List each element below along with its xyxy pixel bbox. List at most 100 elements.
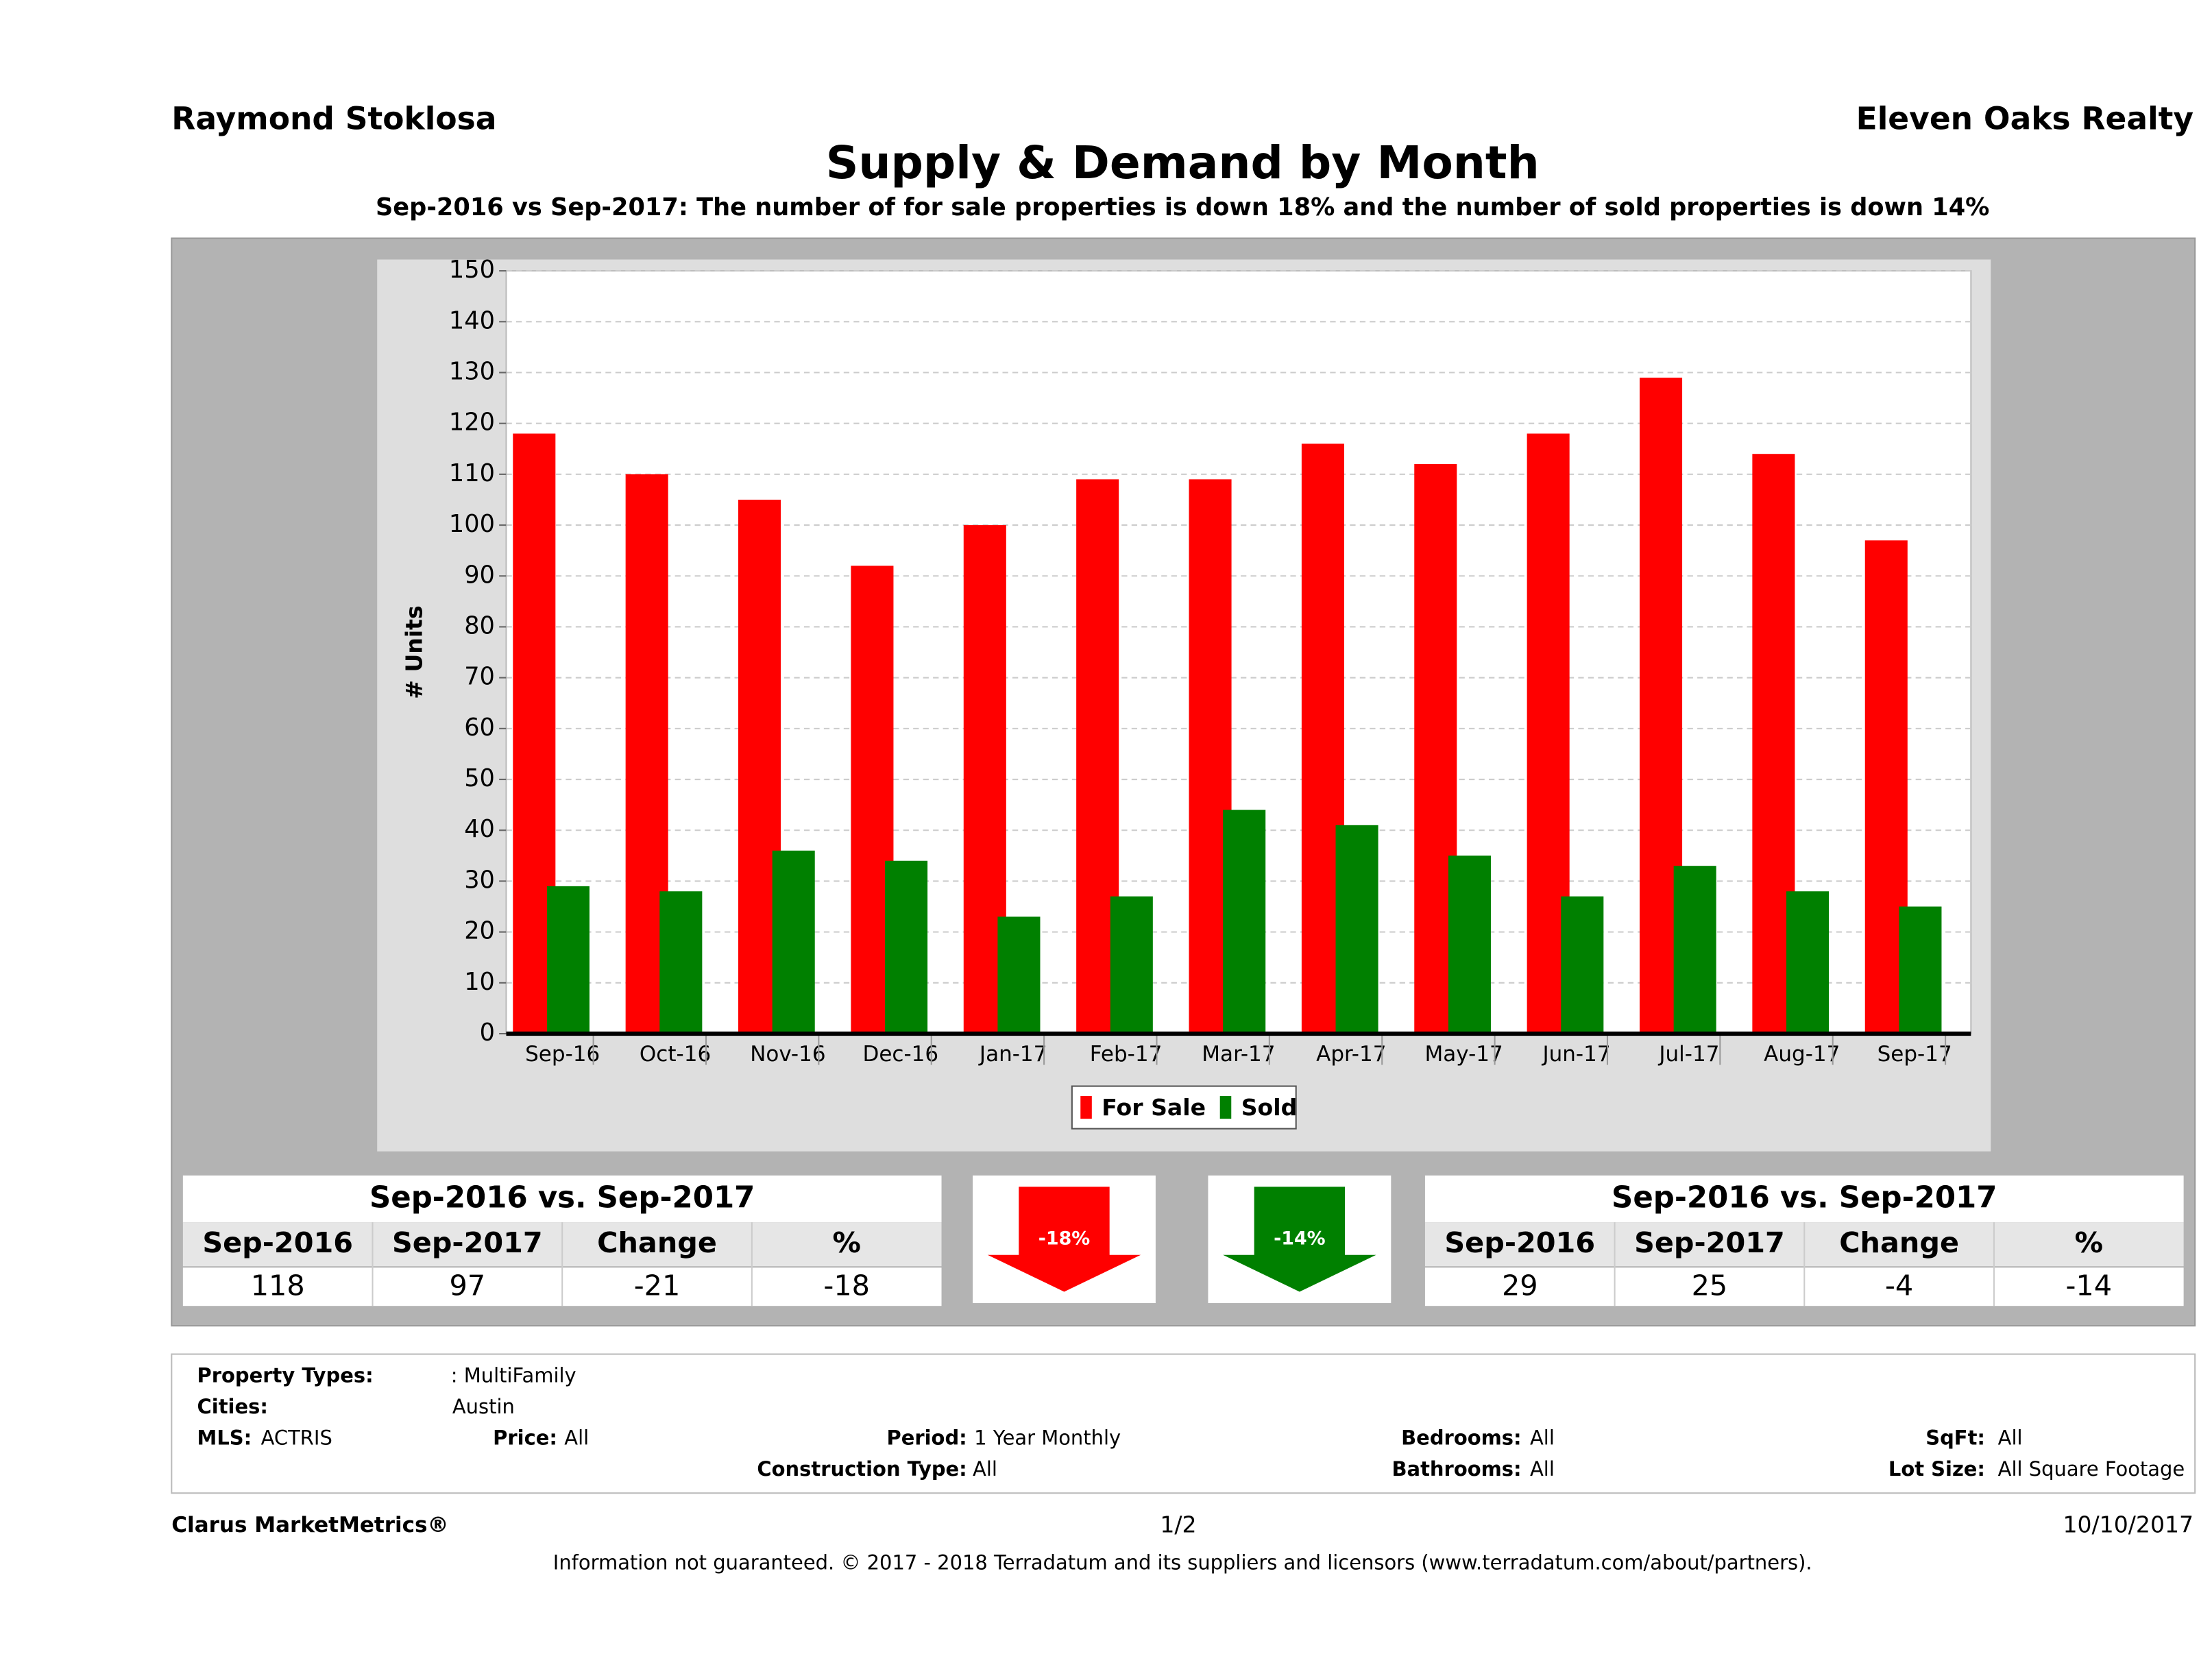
x-tick-label: Mar-17 [1202,1042,1275,1067]
bar [659,891,703,1034]
bar [885,860,928,1034]
bar [1561,896,1604,1034]
bar [546,886,590,1034]
summary-title-row [1424,1175,2184,1223]
x-tick-label: Sep-17 [1877,1042,1952,1067]
filter-value: All [1530,1426,1555,1450]
footer-brand: Clarus MarketMetrics® [171,1513,448,1537]
summary-header: Change [597,1226,717,1259]
company: Eleven Oaks Realty [1856,100,2193,136]
filter-label: Cities: [197,1395,268,1418]
x-tick-label: Sep-16 [525,1042,600,1067]
filter-value: 1 Year Monthly [974,1426,1121,1450]
summary-title: Sep-2016 vs. Sep-2017 [369,1181,755,1215]
x-tick-label: Jun-17 [1541,1042,1610,1067]
y-tick-label: 120 [449,409,495,437]
legend-swatch [1080,1096,1092,1119]
summary-header: % [2075,1226,2103,1259]
summary-header: % [832,1226,860,1259]
y-tick-label: 30 [464,866,495,894]
bar [1673,866,1716,1034]
footer-disclaimer: Information not guaranteed. © 2017 - 201… [553,1551,1812,1574]
bar [1335,825,1378,1034]
filter-label: Bedrooms: [1401,1426,1521,1450]
y-tick-label: 150 [449,256,495,284]
filter-label: Bathrooms: [1391,1457,1521,1481]
y-tick-label: 0 [480,1019,495,1047]
y-tick-label: 130 [449,358,495,386]
footer-page: 1/2 [1160,1511,1196,1537]
bar [997,916,1041,1034]
x-tick-label: Feb-17 [1090,1042,1163,1067]
summary-value: -21 [634,1269,681,1302]
summary-value: -18 [823,1269,870,1302]
y-tick-label: 100 [449,510,495,538]
filter-value: ACTRIS [261,1426,332,1450]
agent: Raymond Stoklosa [171,100,496,136]
filter-label: Period: [887,1426,967,1450]
filter-box [171,1353,2196,1494]
x-tick-label: May-17 [1425,1042,1503,1067]
x-tick-label: Jan-17 [978,1042,1047,1067]
y-tick-label: 60 [464,714,495,742]
y-tick-label: 20 [464,917,495,945]
summary-header: Change [1839,1226,1959,1259]
x-tick-label: Nov-16 [750,1042,825,1067]
y-tick-label: 110 [449,459,495,487]
filter-value: Austin [452,1395,515,1418]
filter-label: Construction Type: [757,1457,967,1481]
legend-box [1071,1085,1297,1130]
summary-header: Sep-2017 [1634,1226,1785,1259]
legend-label: Sold [1241,1094,1298,1121]
filter-value: All [1998,1426,2023,1450]
chart-title: Supply & Demand by Month [826,136,1540,189]
filter-label: SqFt: [1925,1426,1985,1450]
filter-value: All [973,1457,997,1481]
arrow [1223,1187,1376,1292]
chart-subtitle: Sep-2016 vs Sep-2017: The number of for … [376,193,1989,221]
summary-title-row [182,1175,942,1223]
summary-title: Sep-2016 vs. Sep-2017 [1612,1181,1997,1215]
footer-date: 10/10/2017 [2063,1511,2193,1537]
summary-value: -14 [2066,1269,2113,1302]
summary-value: -4 [1885,1269,1913,1302]
bar [772,850,815,1034]
y-tick-label: 50 [464,764,495,792]
summary-header: Sep-2017 [392,1226,543,1259]
x-tick-label: Apr-17 [1316,1042,1386,1067]
x-tick-label: Dec-16 [862,1042,938,1067]
summary-header: Sep-2016 [202,1226,353,1259]
filter-value: All [564,1426,589,1450]
bar [1786,891,1830,1034]
filter-value: All [1530,1457,1555,1481]
arrow [987,1187,1141,1292]
y-tick-label: 70 [464,663,495,691]
filter-value: : MultiFamily [451,1364,576,1387]
bar [1223,810,1266,1034]
bar [1448,855,1491,1034]
summary-value: 118 [251,1269,305,1302]
y-tick-label: 40 [464,815,495,843]
arrow-label: -18% [1038,1228,1091,1249]
legend-label: For Sale [1102,1094,1206,1121]
summary-value: 25 [1692,1269,1728,1302]
y-tick-label: 140 [449,306,495,335]
filter-value: All Square Footage [1998,1457,2185,1481]
summary-value: 29 [1502,1269,1538,1302]
filter-label: Lot Size: [1888,1457,1985,1481]
y-tick-label: 10 [464,968,495,996]
filter-label: MLS: [197,1426,252,1450]
x-tick-label: Aug-17 [1764,1042,1840,1067]
bar [1899,906,1942,1034]
x-tick-label: Oct-16 [640,1042,711,1067]
filter-label: Property Types: [197,1364,374,1387]
y-tick-label: 80 [464,611,495,640]
legend-swatch [1219,1096,1232,1119]
summary-value: 97 [450,1269,486,1302]
summary-header: Sep-2016 [1444,1226,1595,1259]
x-tick-label: Jul-17 [1657,1042,1719,1067]
filter-label: Price: [493,1426,557,1450]
y-tick-label: 90 [464,561,495,589]
